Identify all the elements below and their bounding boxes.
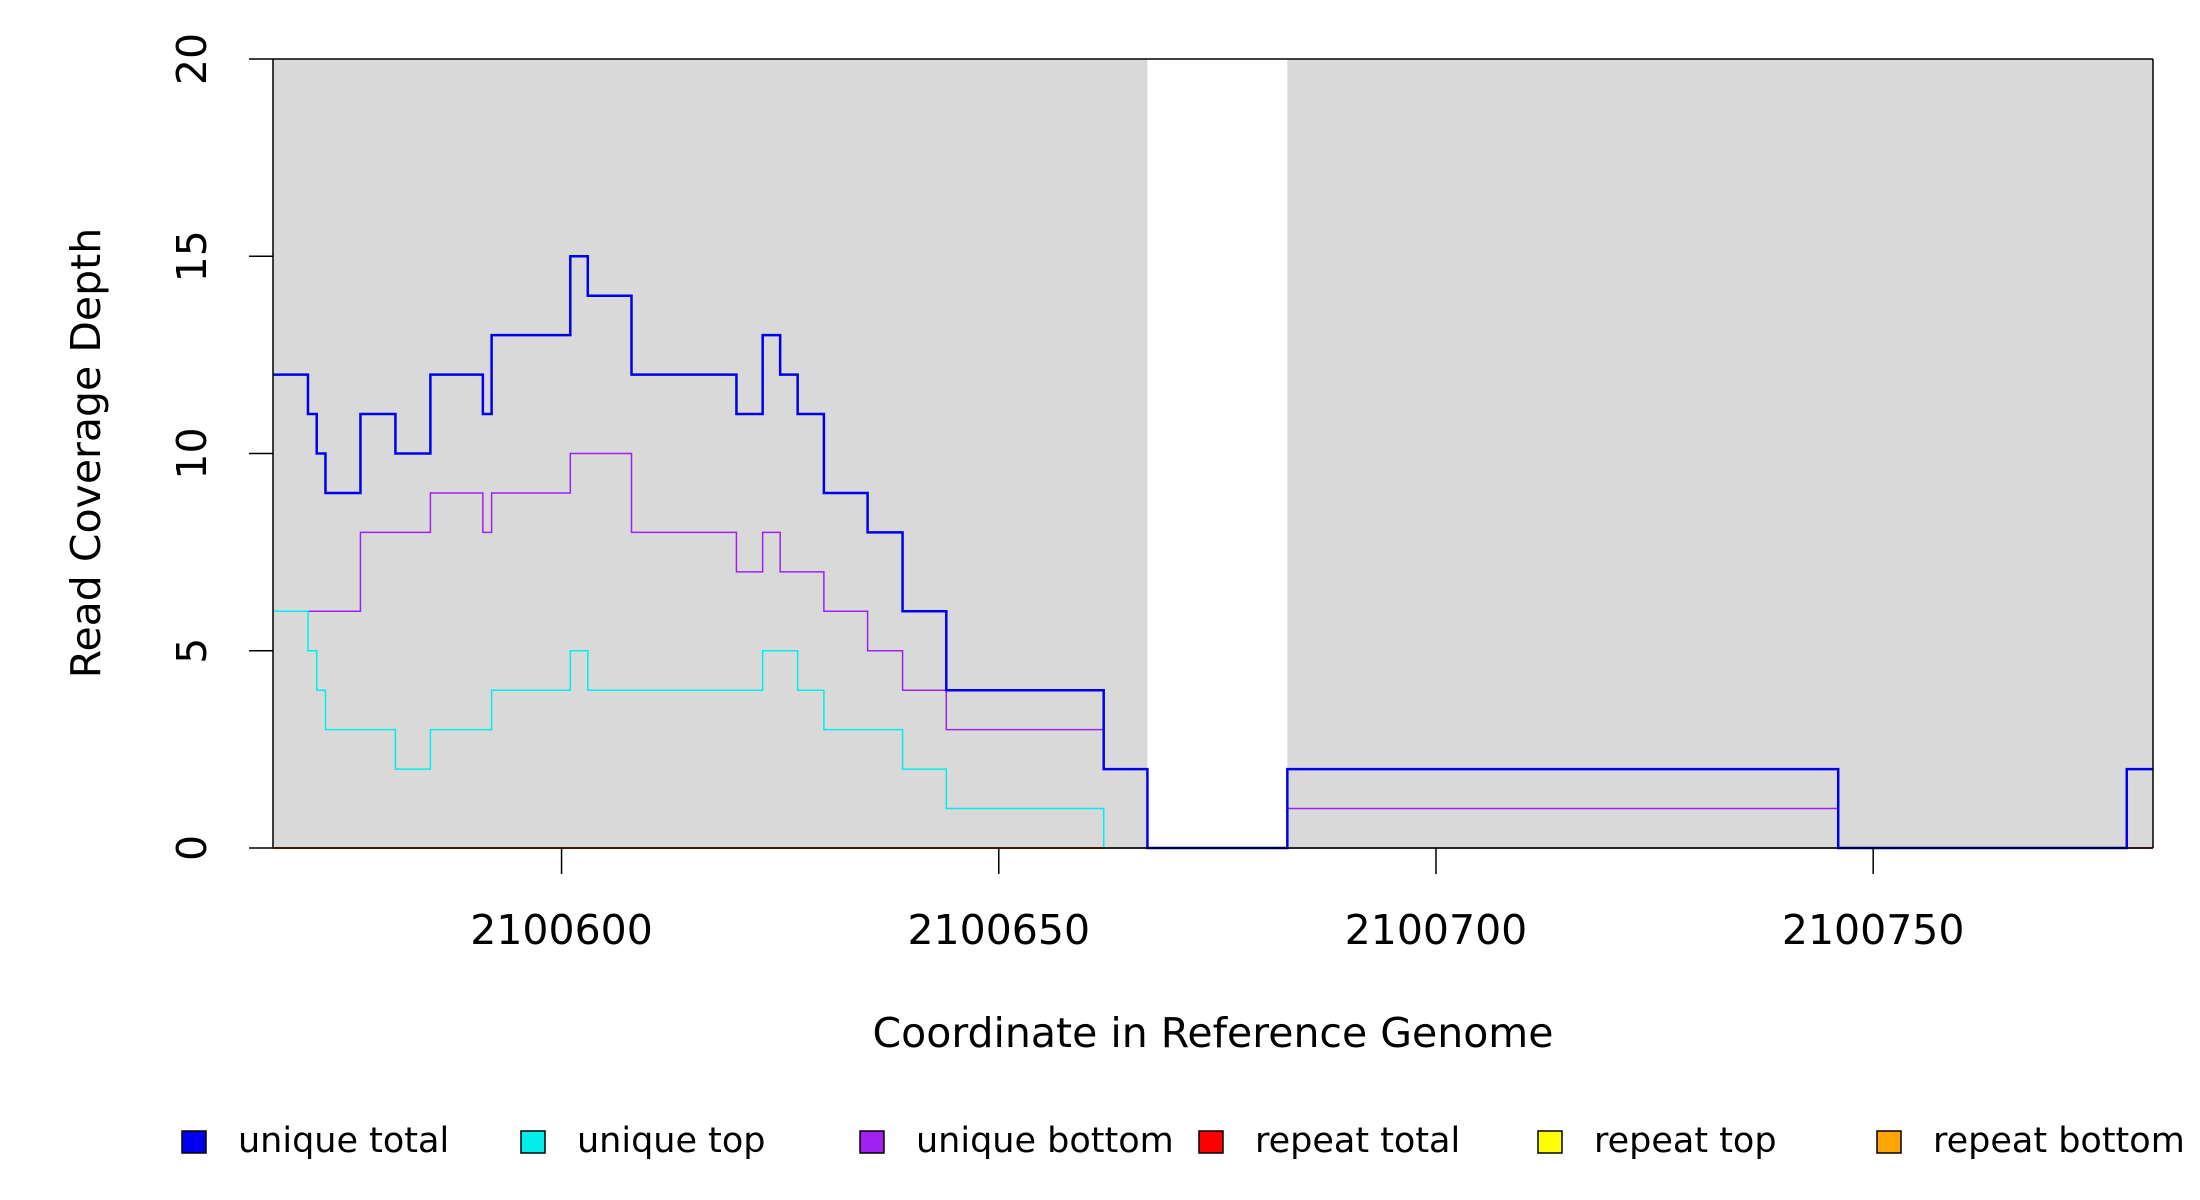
x-axis-label: Coordinate in Reference Genome — [873, 1009, 1554, 1057]
series-line-unique-total — [273, 255, 2153, 850]
y-tick-label: 0 — [168, 835, 216, 861]
legend-label: repeat top — [1594, 1121, 1777, 1161]
legend-item: unique total — [181, 1121, 449, 1161]
legend-label: unique top — [577, 1121, 766, 1161]
y-tick-label: 15 — [168, 230, 216, 282]
legend: unique total unique top unique bottom repea… — [181, 1121, 2185, 1161]
y-tick-label: 5 — [168, 638, 216, 664]
legend-item: repeat bottom — [1876, 1121, 2185, 1161]
legend-item: repeat total — [1198, 1121, 1460, 1161]
x-tick-label: 2100600 — [470, 906, 653, 954]
plot-shaded-region — [1287, 59, 2153, 848]
legend-label: repeat total — [1255, 1121, 1460, 1161]
y-tick-label: 20 — [168, 33, 216, 85]
legend-label: repeat bottom — [1933, 1121, 2185, 1161]
legend-item: repeat top — [1537, 1121, 1777, 1161]
x-tick-label: 2100650 — [907, 906, 1090, 954]
plot-frame — [273, 58, 2154, 848]
y-tick-label: 10 — [168, 427, 216, 479]
legend-swatch — [520, 1130, 546, 1154]
legend-item: unique top — [520, 1121, 766, 1161]
y-axis-label: Read Coverage Depth — [62, 228, 110, 678]
plot-background — [273, 59, 2153, 848]
legend-swatch — [859, 1130, 885, 1154]
x-axis: 2100600 2100650 2100700 2100750 — [273, 847, 2153, 954]
legend-swatch — [1198, 1130, 1224, 1154]
legend-label: unique total — [238, 1121, 449, 1161]
legend-swatch — [1537, 1130, 1563, 1154]
x-tick-label: 2100750 — [1782, 906, 1965, 954]
legend-swatch — [181, 1130, 207, 1154]
legend-label: unique bottom — [916, 1121, 1174, 1161]
x-tick-label: 2100700 — [1345, 906, 1528, 954]
y-axis: 0 5 10 15 20 — [168, 33, 274, 861]
legend-swatch — [1876, 1130, 1902, 1154]
legend-item: unique bottom — [859, 1121, 1174, 1161]
